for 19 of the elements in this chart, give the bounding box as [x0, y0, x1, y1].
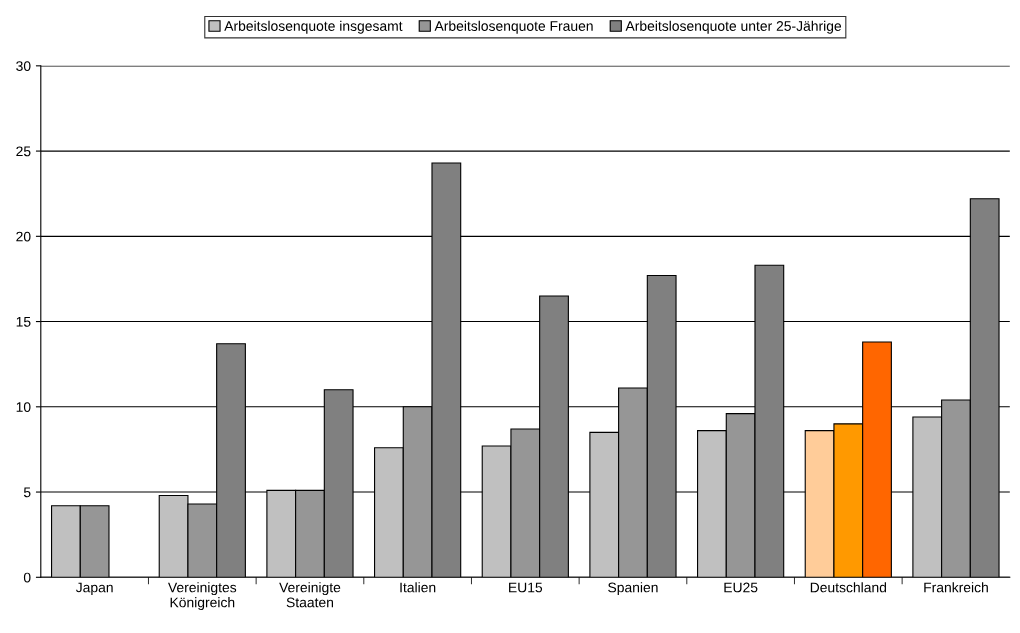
y-tick-label: 10: [16, 402, 31, 412]
x-tick-label: Frankreich: [924, 582, 988, 593]
y-tick-label: 20: [16, 231, 31, 242]
legend-label: Arbeitslosenquote unter 25-Jährige: [625, 20, 842, 34]
y-tick-label: 30: [16, 61, 31, 71]
x-tick-label: Vereinigtes Königreich: [168, 582, 237, 611]
x-tick-label: Vereinigte Staaten: [279, 582, 341, 608]
y-tick-label: 0: [23, 572, 31, 583]
y-tick-label: 15: [16, 317, 31, 327]
legend-label: Arbeitslosenquote Frauen: [434, 20, 593, 34]
legend-label: Arbeitslosenquote insgesamt: [224, 20, 403, 34]
y-tick-label: 5: [23, 487, 31, 498]
x-tick-label: EU15: [509, 582, 543, 593]
x-tick-label: Japan: [75, 582, 113, 596]
x-tick-label: Spanien: [608, 582, 658, 596]
x-tick-label: EU25: [724, 582, 758, 593]
x-tick-label: Deutschland: [810, 582, 887, 593]
y-tick-label: 25: [16, 146, 31, 157]
x-tick-label: Italien: [400, 582, 436, 593]
